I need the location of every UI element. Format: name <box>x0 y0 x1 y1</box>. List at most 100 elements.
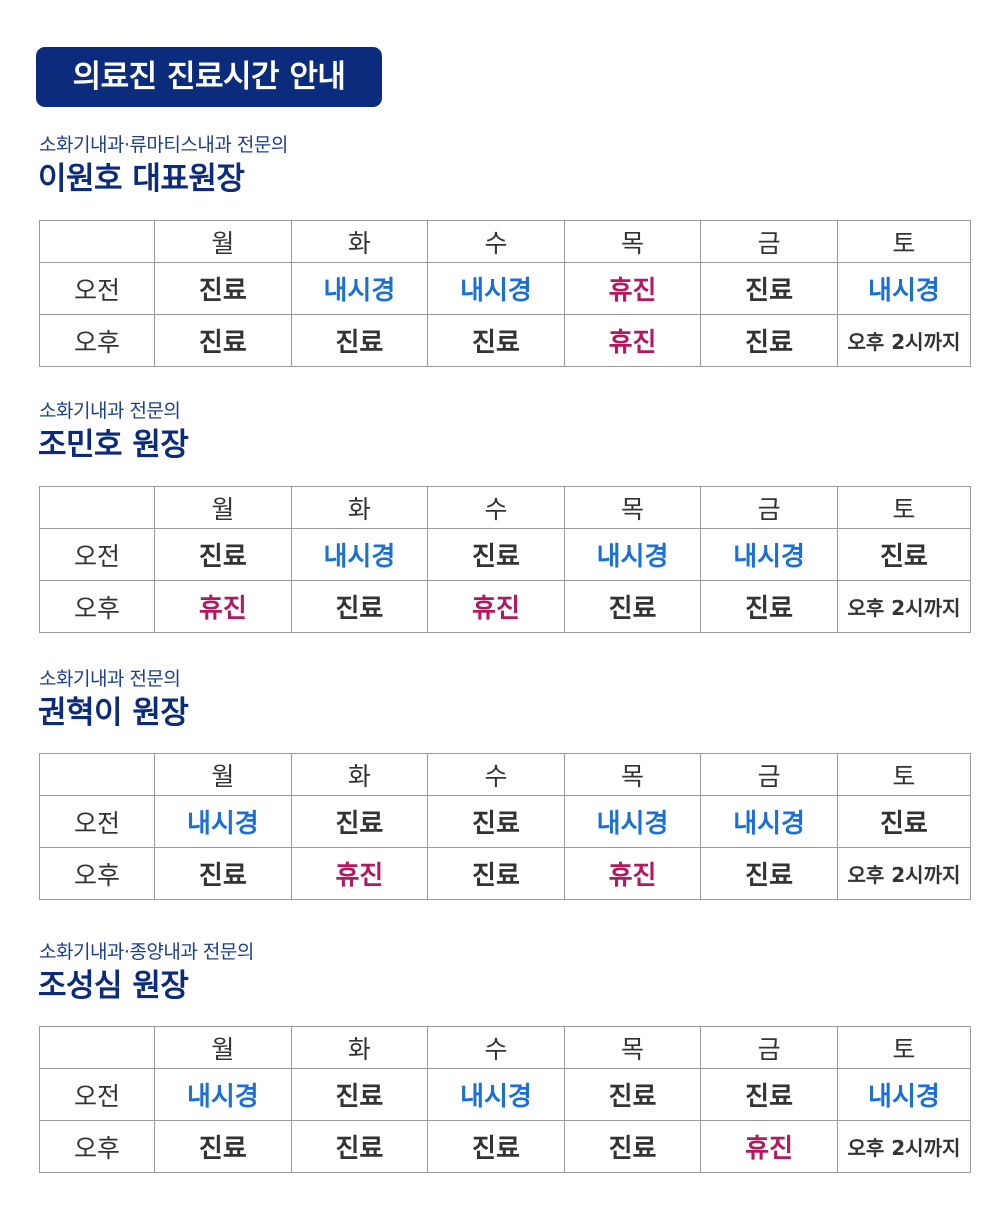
morning-label: 오전 <box>38 528 156 581</box>
schedule-status-cell: 오후 2시까지 <box>836 1120 972 1173</box>
day-header: 화 <box>290 753 429 796</box>
schedule-status-cell: 진료 <box>836 795 972 848</box>
schedule-status-cell: 내시경 <box>154 795 292 848</box>
schedule-status-cell: 휴진 <box>563 314 702 367</box>
schedule-status-cell: 휴진 <box>563 262 702 315</box>
schedule-status-cell: 내시경 <box>427 1068 565 1121</box>
schedule-status-cell: 휴진 <box>427 580 565 633</box>
schedule-status-cell: 내시경 <box>700 528 838 581</box>
schedule-status-cell: 진료 <box>427 314 565 367</box>
schedule-status-cell: 진료 <box>700 314 838 367</box>
schedule-status-cell: 진료 <box>563 1120 702 1173</box>
schedule-table: 월 화 수 목 금 토 오전 내시경 진료 진료 내시경 내시경 진료 오후 진료 휴진 진료 휴진 진료 오후 2시… <box>38 753 972 900</box>
schedule-table: 월 화 수 목 금 토 오전 진료 내시경 내시경 휴진 진료 내시경 오후 진료 진료 진료 휴진 진료 오후 2시… <box>38 220 972 367</box>
schedule-status-cell: 내시경 <box>427 262 565 315</box>
day-header: 금 <box>700 220 838 263</box>
schedule-status-cell: 진료 <box>290 795 429 848</box>
schedule-status-cell: 진료 <box>427 795 565 848</box>
schedule-status-cell: 내시경 <box>290 262 429 315</box>
schedule-status-cell: 내시경 <box>836 1068 972 1121</box>
schedule-status-cell: 내시경 <box>563 528 702 581</box>
schedule-status-cell: 진료 <box>154 1120 292 1173</box>
page-title: 의료진 진료시간 안내 <box>36 47 382 107</box>
schedule-status-cell: 진료 <box>290 1068 429 1121</box>
doctor-section: 소화기내과·종양내과 전문의 조성심 원장 월 화 수 목 금 토 오전 내시경 진료 내시경 진료 진료… <box>38 939 972 1173</box>
day-header: 월 <box>154 1026 292 1069</box>
schedule-table: 월 화 수 목 금 토 오전 내시경 진료 내시경 진료 진료 내시경 오후 진료 진료 진료 진료 휴진 오후 2시… <box>38 1026 972 1173</box>
schedule-status-cell: 진료 <box>290 1120 429 1173</box>
table-row: 오전 진료 내시경 내시경 휴진 진료 내시경 <box>38 262 972 315</box>
table-row: 오후 진료 휴진 진료 휴진 진료 오후 2시까지 <box>38 847 972 900</box>
schedule-status-cell: 휴진 <box>563 847 702 900</box>
schedule-status-cell: 진료 <box>700 1068 838 1121</box>
day-header: 목 <box>563 753 702 796</box>
day-header: 월 <box>154 220 292 263</box>
schedule-status-cell: 진료 <box>154 314 292 367</box>
day-header: 수 <box>427 486 565 529</box>
day-header: 수 <box>427 220 565 263</box>
doctor-specialty: 소화기내과 전문의 <box>39 400 181 422</box>
afternoon-label: 오후 <box>38 1120 156 1173</box>
schedule-status-cell: 진료 <box>563 580 702 633</box>
morning-label: 오전 <box>38 795 156 848</box>
schedule-status-cell: 진료 <box>427 1120 565 1173</box>
schedule-status-cell: 휴진 <box>290 847 429 900</box>
doctor-name: 조민호 원장 <box>38 427 189 463</box>
table-row: 오후 휴진 진료 휴진 진료 진료 오후 2시까지 <box>38 580 972 633</box>
day-header: 목 <box>563 220 702 263</box>
doctor-section: 소화기내과·류마티스내과 전문의 이원호 대표원장 월 화 수 목 금 토 오전 진료 내시경 내시경… <box>38 132 972 367</box>
schedule-status-cell: 내시경 <box>154 1068 292 1121</box>
day-header: 월 <box>154 486 292 529</box>
schedule-status-cell: 내시경 <box>563 795 702 848</box>
schedule-status-cell: 진료 <box>700 262 838 315</box>
schedule-status-cell: 오후 2시까지 <box>836 580 972 633</box>
afternoon-label: 오후 <box>38 314 156 367</box>
schedule-status-cell: 오후 2시까지 <box>836 847 972 900</box>
day-header: 토 <box>836 486 972 529</box>
afternoon-label: 오후 <box>38 847 156 900</box>
day-header: 화 <box>290 486 429 529</box>
schedule-status-cell: 내시경 <box>700 795 838 848</box>
day-header: 수 <box>427 1026 565 1069</box>
schedule-status-cell: 진료 <box>154 528 292 581</box>
day-header: 금 <box>700 1026 838 1069</box>
schedule-status-cell: 휴진 <box>154 580 292 633</box>
morning-label: 오전 <box>38 1068 156 1121</box>
doctor-specialty: 소화기내과 전문의 <box>39 668 181 690</box>
day-header: 토 <box>836 753 972 796</box>
schedule-status-cell: 내시경 <box>836 262 972 315</box>
day-header: 수 <box>427 753 565 796</box>
schedule-status-cell: 진료 <box>427 847 565 900</box>
schedule-status-cell: 진료 <box>427 528 565 581</box>
table-row: 오후 진료 진료 진료 휴진 진료 오후 2시까지 <box>38 314 972 367</box>
day-header: 화 <box>290 1026 429 1069</box>
doctor-specialty: 소화기내과·류마티스내과 전문의 <box>39 134 288 156</box>
schedule-status-cell: 내시경 <box>290 528 429 581</box>
schedule-status-cell: 진료 <box>154 847 292 900</box>
day-header: 금 <box>700 753 838 796</box>
doctor-section: 소화기내과 전문의 조민호 원장 월 화 수 목 금 토 오전 진료 내시경 진료 내시경 내시경 진료 오후… <box>38 398 972 633</box>
table-row: 오전 내시경 진료 진료 내시경 내시경 진료 <box>38 795 972 848</box>
schedule-status-cell: 진료 <box>290 580 429 633</box>
header-corner-cell <box>38 220 156 263</box>
table-row: 오전 진료 내시경 진료 내시경 내시경 진료 <box>38 528 972 581</box>
day-header: 토 <box>836 220 972 263</box>
schedule-status-cell: 오후 2시까지 <box>836 314 972 367</box>
afternoon-label: 오후 <box>38 580 156 633</box>
table-row: 오후 진료 진료 진료 진료 휴진 오후 2시까지 <box>38 1120 972 1173</box>
morning-label: 오전 <box>38 262 156 315</box>
day-header: 화 <box>290 220 429 263</box>
day-header: 토 <box>836 1026 972 1069</box>
doctor-specialty: 소화기내과·종양내과 전문의 <box>39 941 254 963</box>
schedule-table: 월 화 수 목 금 토 오전 진료 내시경 진료 내시경 내시경 진료 오후 휴진 진료 휴진 진료 진료 오후 2시… <box>38 486 972 633</box>
day-header: 금 <box>700 486 838 529</box>
day-header: 목 <box>563 1026 702 1069</box>
schedule-status-cell: 진료 <box>700 847 838 900</box>
schedule-status-cell: 진료 <box>563 1068 702 1121</box>
day-header: 월 <box>154 753 292 796</box>
schedule-status-cell: 진료 <box>836 528 972 581</box>
